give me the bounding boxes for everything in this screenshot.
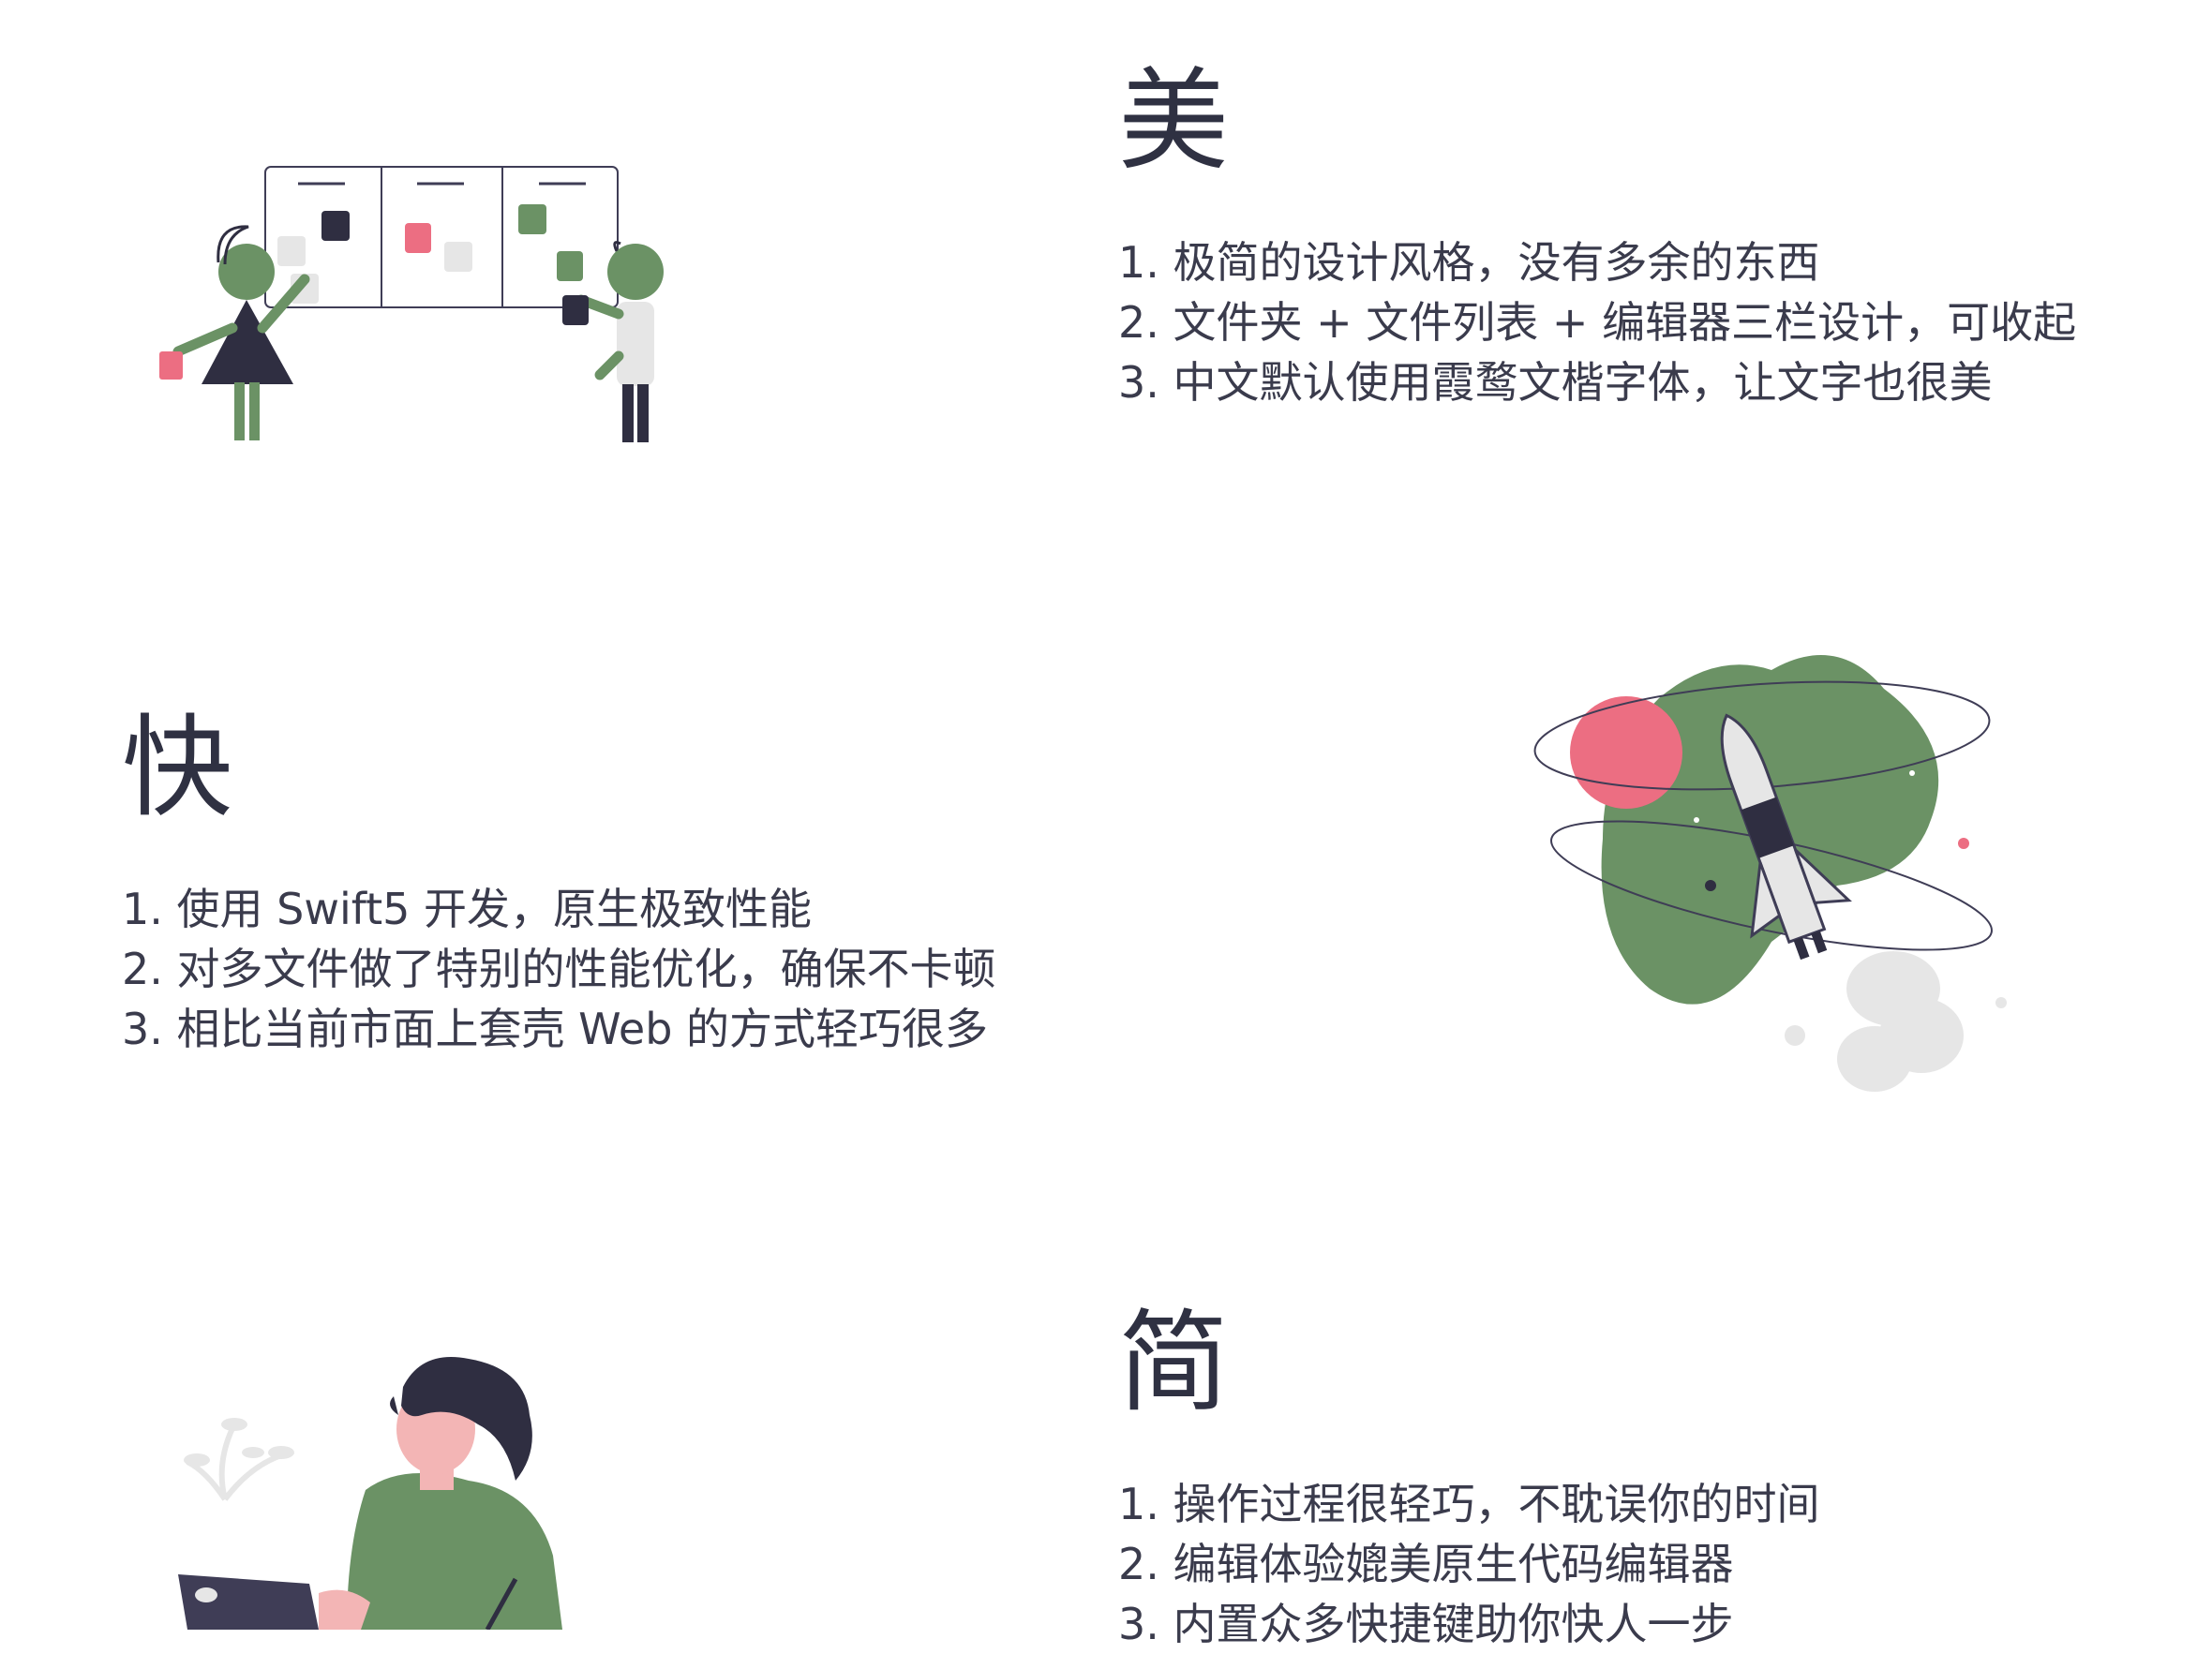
person-laptop-illustration	[169, 1349, 619, 1630]
feature-item: 3. 相比当前市面上套壳 Web 的方式轻巧很多	[122, 1004, 989, 1054]
feature-item: 2. 文件夹 + 文件列表 + 编辑器三栏设计，可收起	[1118, 297, 2077, 348]
section-beautiful: 美 1. 极简的设计风格，没有多余的东西 2. 文件夹 + 文件列表 + 编辑器…	[1118, 66, 2102, 412]
feature-item: 1. 操作过程很轻巧，不耽误你的时间	[1118, 1479, 1820, 1529]
feature-list: 1. 极简的设计风格，没有多余的东西 2. 文件夹 + 文件列表 + 编辑器三栏…	[1118, 232, 2102, 412]
section-heading: 快	[122, 703, 233, 832]
feature-item: 2. 编辑体验媲美原生代码编辑器	[1118, 1539, 1734, 1589]
feature-item: 1. 使用 Swift5 开发，原生极致性能	[122, 884, 813, 934]
team-board-illustration	[159, 159, 684, 450]
feature-list: 1. 操作过程很轻巧，不耽误你的时间 2. 编辑体验媲美原生代码编辑器 3. 内…	[1118, 1474, 2102, 1654]
feature-list: 1. 使用 Swift5 开发，原生极致性能 2. 对多文件做了特别的性能优化，…	[122, 879, 1153, 1059]
feature-item: 2. 对多文件做了特别的性能优化，确保不卡顿	[122, 944, 996, 994]
section-simple: 简 1. 操作过程很轻巧，不耽误你的时间 2. 编辑体验媲美原生代码编辑器 3.…	[1118, 1307, 2102, 1654]
feature-item: 3. 中文默认使用霞鹜文楷字体，让文字也很美	[1118, 357, 1993, 408]
feature-item: 3. 内置众多快捷键助你快人一步	[1118, 1599, 1734, 1649]
section-heading: 美	[1118, 56, 1230, 186]
section-fast: 快 1. 使用 Swift5 开发，原生极致性能 2. 对多文件做了特别的性能优…	[122, 712, 1153, 1059]
section-heading: 简	[1118, 1298, 1230, 1427]
feature-item: 1. 极简的设计风格，没有多余的东西	[1118, 237, 1820, 288]
rocket-illustration	[1528, 633, 2015, 1101]
